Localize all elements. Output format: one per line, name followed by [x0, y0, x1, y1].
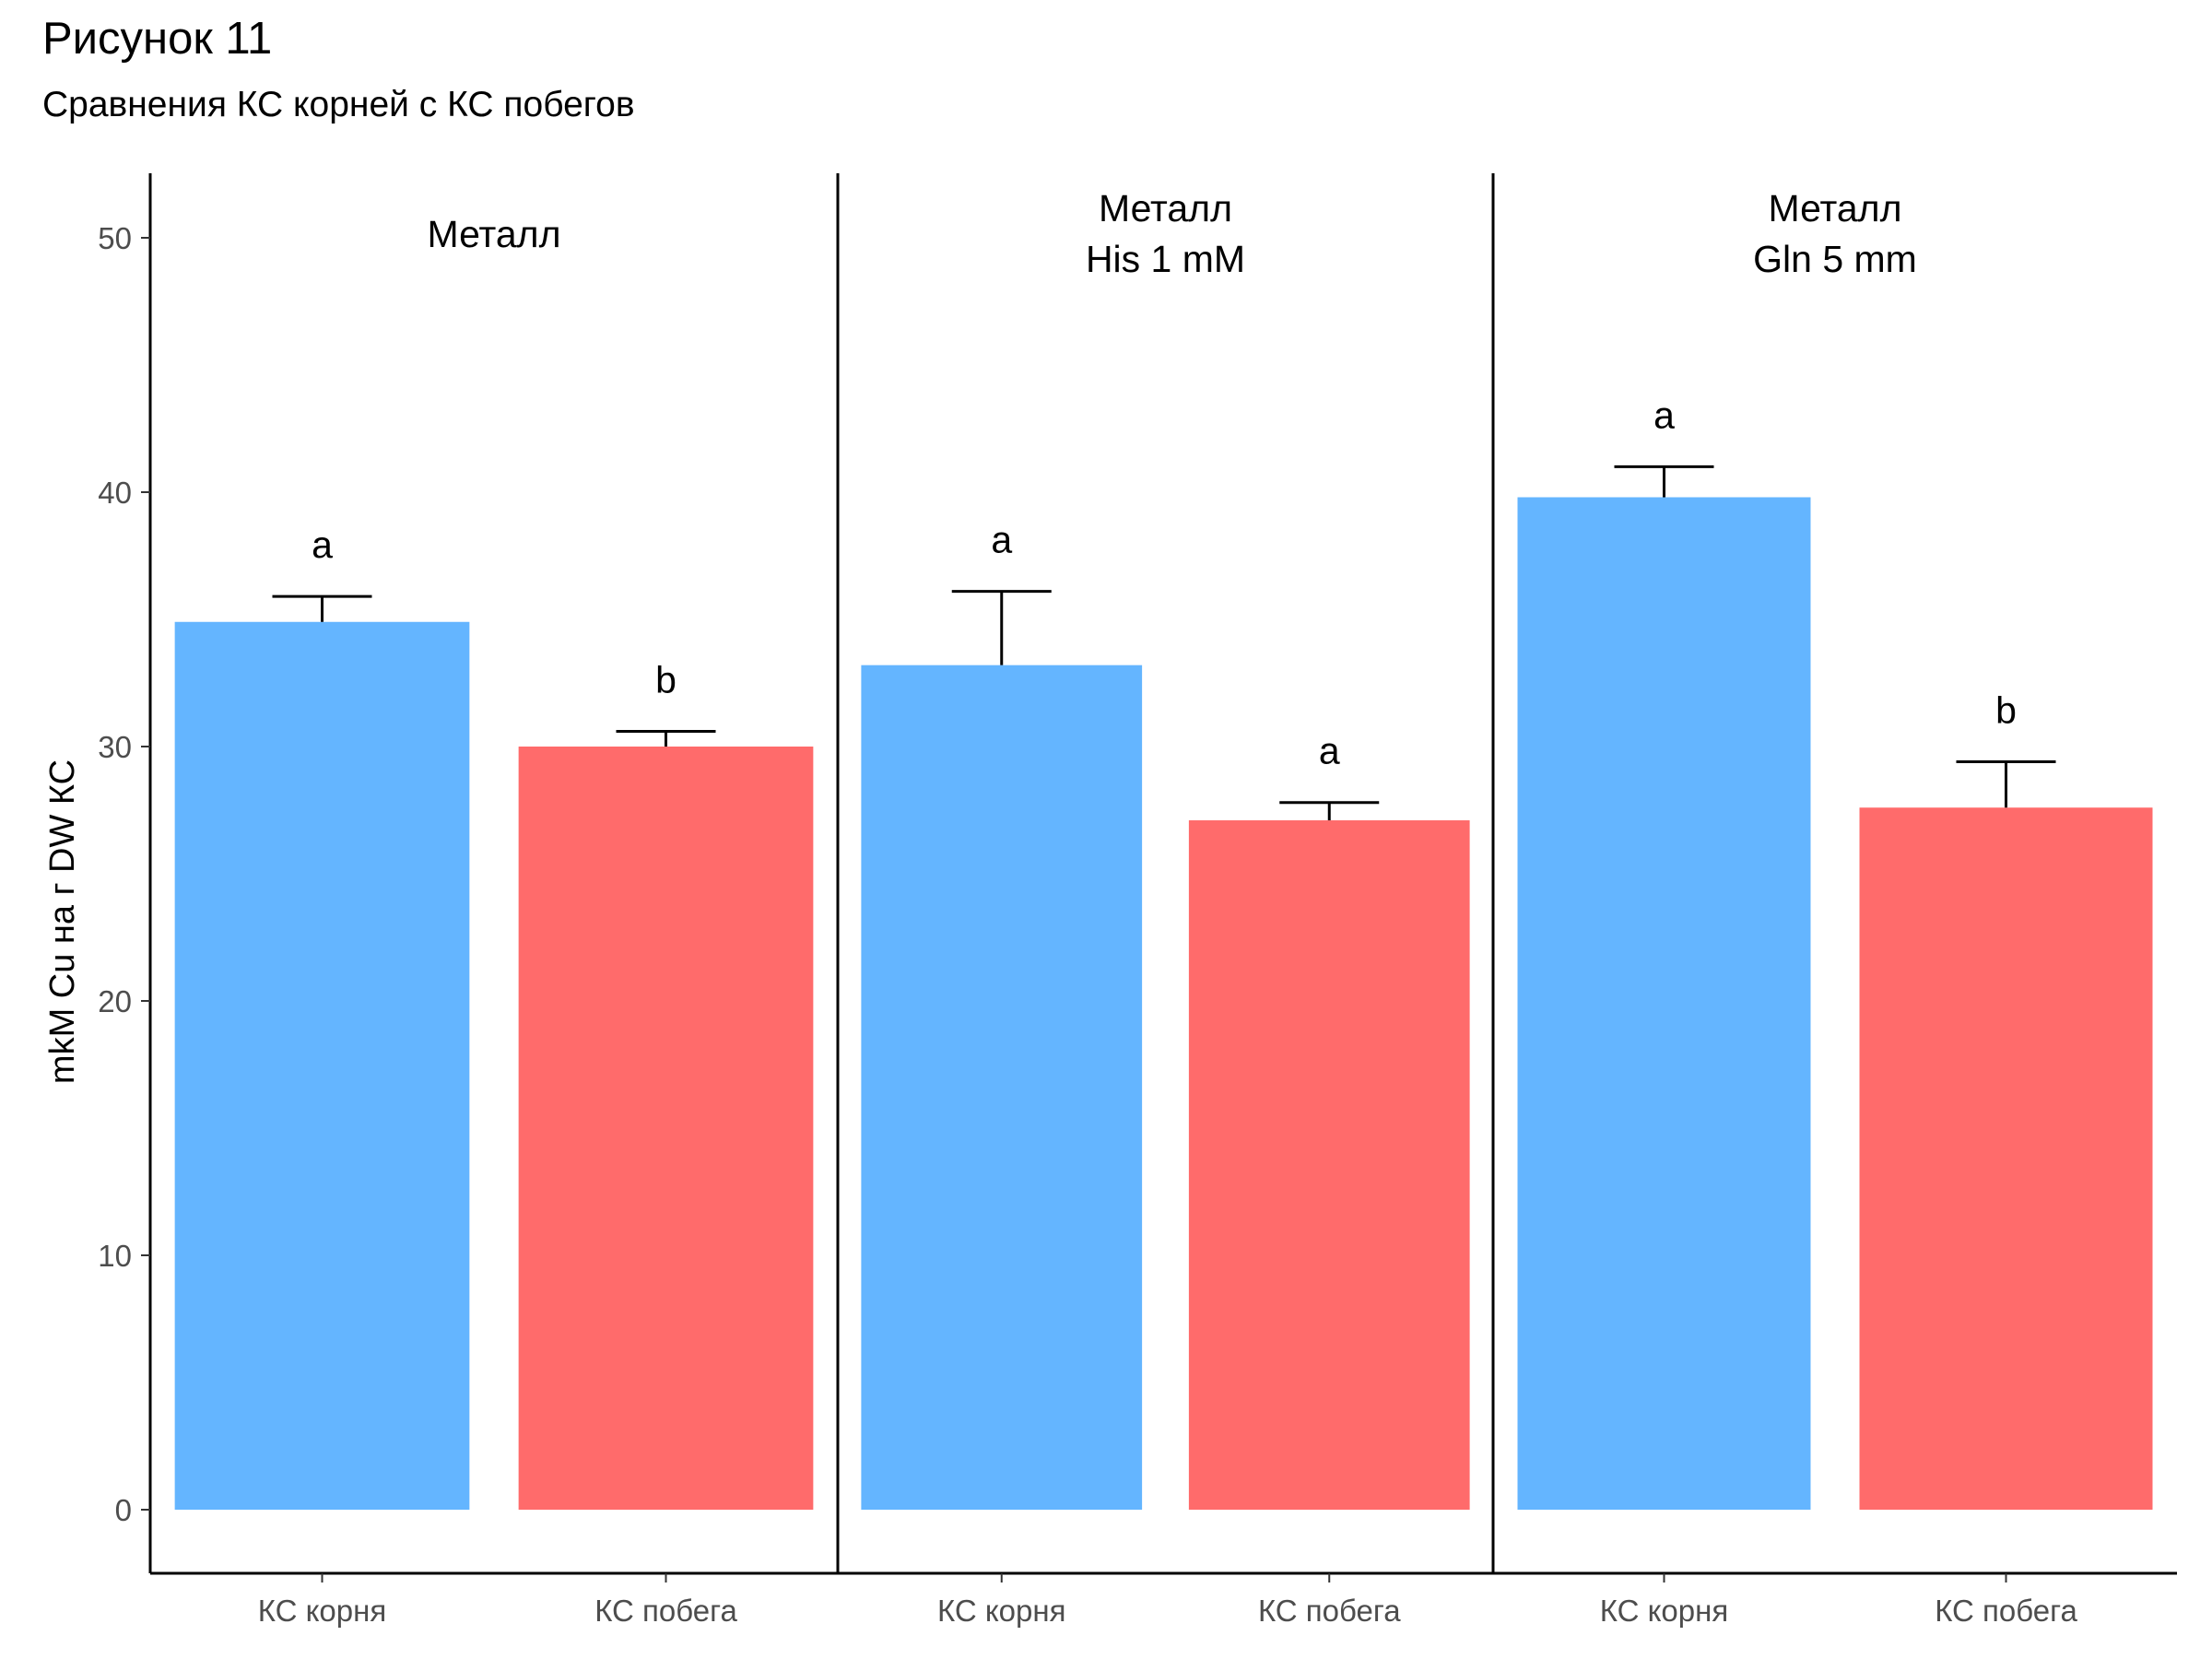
- bar: [174, 621, 470, 1510]
- panel-label: Металл: [1768, 187, 1901, 229]
- y-tick-label: 30: [98, 730, 132, 764]
- x-tick-label: КС побега: [1258, 1594, 1401, 1628]
- panel-label: Металл: [1099, 187, 1232, 229]
- x-tick-label: КС побега: [1935, 1594, 2077, 1628]
- bar: [1188, 820, 1470, 1510]
- bar: [1859, 807, 2153, 1510]
- y-tick-label: 10: [98, 1239, 132, 1273]
- panel: Металл His 1 mM a a: [836, 173, 1470, 1573]
- panel-label: Gln 5 mm: [1753, 238, 1917, 280]
- bar: [861, 665, 1143, 1510]
- panel-label: Металл: [427, 213, 560, 255]
- y-tick-label: 0: [115, 1493, 132, 1527]
- panels: Металл a b Металл His 1 mM a a Металл Gln 5 mm a b: [174, 173, 2153, 1573]
- x-tick-label: КС побега: [594, 1594, 737, 1628]
- bar: [518, 747, 814, 1510]
- panel-label: His 1 mM: [1086, 238, 1245, 280]
- x-tick-label: КС корня: [1600, 1594, 1728, 1628]
- bar: [1517, 497, 1811, 1510]
- significance-letter: a: [312, 524, 333, 566]
- y-axis-label: mkM Cu на г DW КС: [43, 759, 82, 1084]
- x-tick-label: КС корня: [937, 1594, 1065, 1628]
- y-tick-label: 20: [98, 984, 132, 1018]
- significance-letter: a: [1319, 730, 1340, 772]
- panel: Металл Gln 5 mm a b: [1491, 173, 2153, 1573]
- y-tick-label: 40: [98, 476, 132, 510]
- significance-letter: b: [1995, 689, 2017, 732]
- chart-subtitle: Сравнения КС корней с КС побегов: [42, 85, 635, 124]
- panel: Металл a b: [174, 213, 814, 1510]
- x-tick-label: КС корня: [258, 1594, 386, 1628]
- y-tick-label: 50: [98, 221, 132, 255]
- y-axis: 0 10 20 30 40 50: [98, 173, 152, 1573]
- x-axis: КС корня КС побега КС корня КС побега КС кор…: [150, 1571, 2177, 1628]
- significance-letter: a: [1653, 394, 1675, 436]
- significance-letter: b: [655, 658, 677, 700]
- chart-title: Рисунок 11: [42, 14, 273, 64]
- significance-letter: a: [991, 519, 1012, 561]
